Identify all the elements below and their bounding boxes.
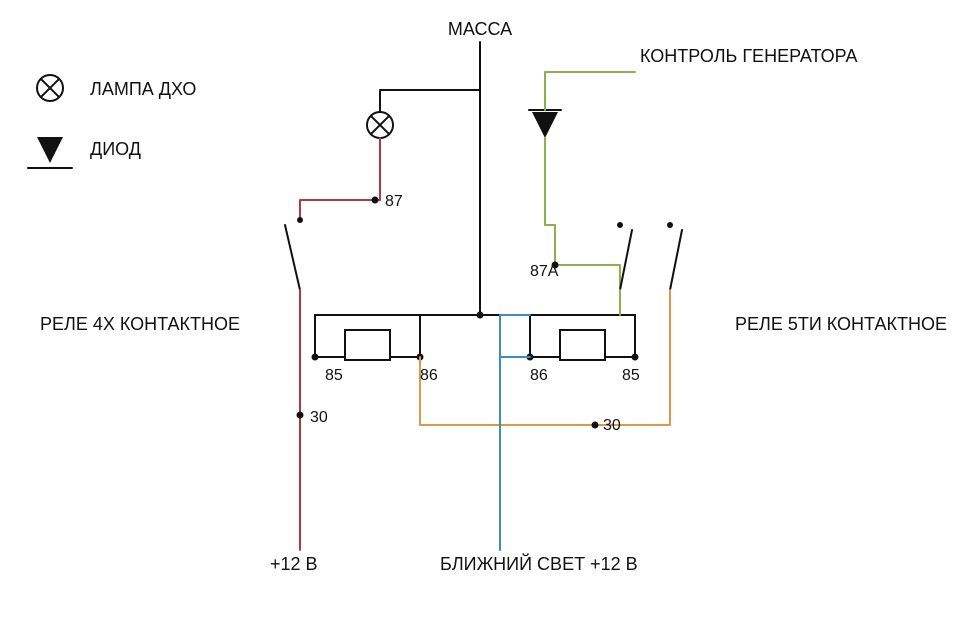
wiring-diagram: ЛАМПА ДХО ДИОД МАССА КОНТРОЛЬ ГЕНЕРАТОРА РЕЛ… bbox=[0, 0, 960, 625]
wire-massa-to-lamp bbox=[380, 90, 480, 112]
label-relay4: РЕЛЕ 4Х КОНТАКТНОЕ bbox=[40, 314, 240, 334]
label-plus12: +12 В bbox=[270, 554, 318, 574]
legend-diode-label: ДИОД bbox=[90, 139, 141, 159]
switch-5pin-a bbox=[620, 230, 632, 290]
pin-r30: 30 bbox=[603, 417, 621, 434]
label-massa: МАССА bbox=[448, 19, 512, 39]
pin-l30: 30 bbox=[310, 409, 328, 426]
relay-4pin-coil bbox=[345, 330, 390, 360]
diode-icon bbox=[532, 112, 558, 138]
wire-near-light bbox=[500, 357, 530, 550]
pin-r86: 86 bbox=[530, 367, 548, 384]
pin-p87a: 87А bbox=[530, 263, 559, 280]
pin-p87: 87 bbox=[385, 193, 403, 210]
wire-lamp-down bbox=[375, 138, 380, 200]
switch-5pin-b bbox=[670, 230, 682, 290]
pin-r85: 85 bbox=[622, 367, 640, 384]
pin-l85: 85 bbox=[325, 367, 343, 384]
switch-4pin bbox=[285, 225, 300, 290]
label-near: БЛИЖНИЙ СВЕТ +12 В bbox=[440, 553, 638, 574]
label-genctrl: КОНТРОЛЬ ГЕНЕРАТОРА bbox=[640, 46, 857, 66]
relay-5pin-coil bbox=[560, 330, 605, 360]
legend-diode-icon bbox=[37, 137, 63, 163]
wire-gen-to-diode bbox=[545, 72, 635, 110]
legend-lamp-label: ЛАМПА ДХО bbox=[90, 79, 196, 99]
pin-l86: 86 bbox=[420, 367, 438, 384]
label-relay5: РЕЛЕ 5ТИ КОНТАКТНОЕ bbox=[735, 314, 947, 334]
